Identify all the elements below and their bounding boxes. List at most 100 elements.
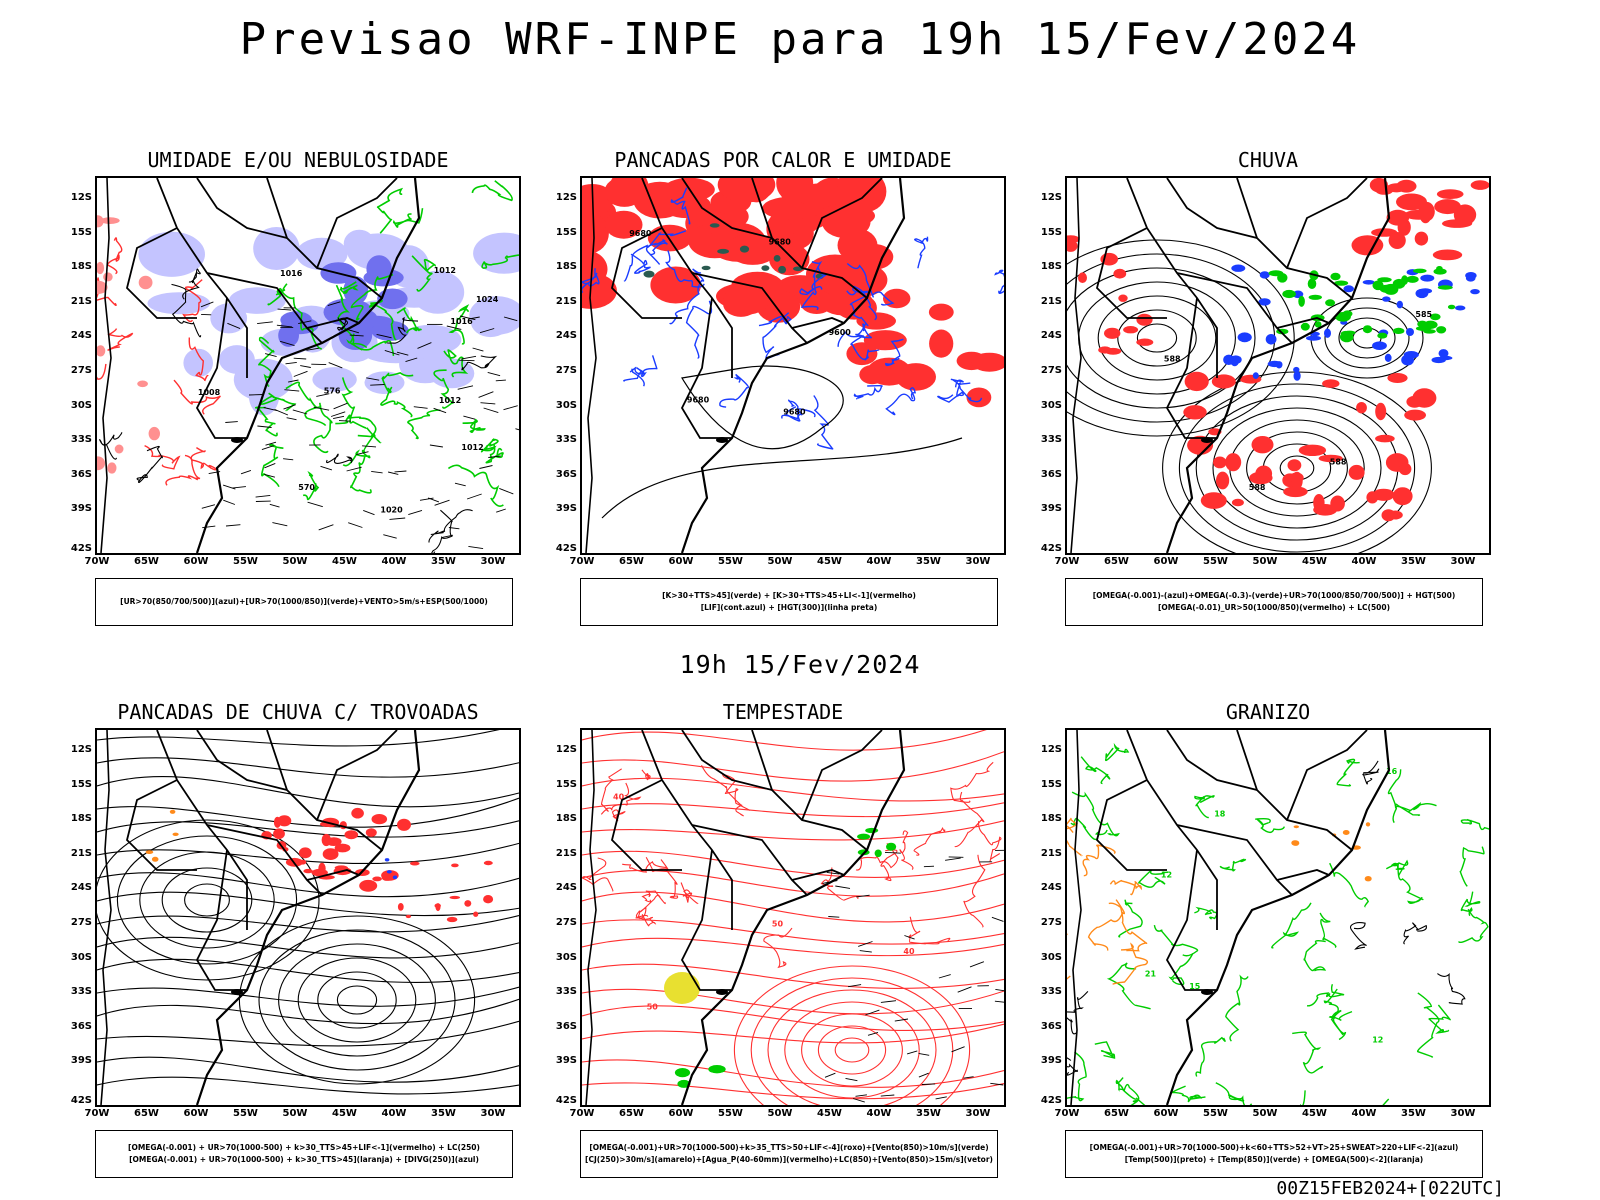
rain-blue-area xyxy=(1384,353,1392,362)
wind-vector xyxy=(855,1094,867,1097)
streamline-850 xyxy=(582,919,1004,945)
lat-tick-label: 27S xyxy=(1040,917,1062,928)
precipitable-water-contour xyxy=(641,890,666,905)
lon-tick-label: 50W xyxy=(282,1108,308,1119)
wind-vector xyxy=(383,534,397,539)
lat-tick-label: 12S xyxy=(70,192,92,203)
state-border xyxy=(791,869,845,881)
lif-contour xyxy=(685,300,713,359)
state-border xyxy=(126,779,197,871)
rain-blue-area xyxy=(1438,355,1453,361)
contour-label: 1016 xyxy=(280,269,303,278)
contour-label: 15 xyxy=(1189,982,1201,991)
map-area: 588 588 585 588 xyxy=(1065,176,1491,555)
temp850-contour xyxy=(1271,902,1312,949)
wind-vector xyxy=(370,384,385,386)
state-border xyxy=(316,178,398,269)
humidity-green-contour xyxy=(302,470,320,501)
temp850-contour xyxy=(1292,1031,1324,1074)
lat-tick-label: 15S xyxy=(70,226,92,238)
humidity-green-contour xyxy=(448,304,470,345)
rain-green-area xyxy=(1325,299,1336,307)
lat-tick-label: 42S xyxy=(555,1095,577,1106)
wind-vector xyxy=(384,349,400,356)
rain-red-area xyxy=(1184,371,1209,392)
rain-blue-area xyxy=(1293,371,1301,381)
rain-blue-area xyxy=(1293,366,1300,373)
pressure-contour xyxy=(386,317,419,344)
map-area xyxy=(95,728,521,1107)
lif-contour xyxy=(669,268,705,325)
wind-vector xyxy=(884,851,901,854)
contour-label: 21 xyxy=(1145,970,1157,979)
thunderstorm-red-area xyxy=(405,914,412,919)
rain-green-area xyxy=(1362,325,1373,334)
lon-tick-label: 35W xyxy=(1401,1108,1426,1119)
humidity-green-contour xyxy=(462,418,486,433)
wind-vector xyxy=(371,470,383,474)
humidity-green-contour xyxy=(411,255,437,292)
thickness-red-area xyxy=(148,426,160,441)
instability-red-area xyxy=(928,303,954,321)
lat-tick-label: 33S xyxy=(70,986,92,998)
rain-green-area xyxy=(1406,275,1419,283)
streamline-vortex-850 xyxy=(767,989,937,1105)
temp850-contour xyxy=(1390,859,1409,877)
wind-vector xyxy=(225,524,241,527)
instability-red-area xyxy=(856,312,896,330)
thunderstorm-red-area xyxy=(326,837,342,846)
lon-tick-label: 50W xyxy=(1252,556,1278,567)
precipitable-water-contour xyxy=(880,849,898,882)
lon-tick-label: 55W xyxy=(1203,1108,1228,1119)
state-border xyxy=(1096,779,1167,871)
thickness-red-area xyxy=(100,217,120,224)
precipitable-water-contour xyxy=(582,857,614,892)
thunderstorm-orange-area xyxy=(169,809,176,814)
pressure-contour xyxy=(431,509,453,553)
rain-blue-area xyxy=(1465,275,1476,282)
instability-green-area xyxy=(709,223,720,228)
coastline xyxy=(1165,178,1391,553)
lat-tick-label: 24S xyxy=(70,882,92,894)
geopotential-contour xyxy=(1078,281,1236,395)
legend-line: [OMEGA(-0.001) + UR>70(1000-500) + k>30_… xyxy=(128,1143,480,1152)
rain-red-area xyxy=(1348,464,1365,480)
coastline-west xyxy=(585,730,597,1105)
wind-vector xyxy=(283,458,294,461)
state-border xyxy=(156,178,248,378)
humidity-green-contour xyxy=(481,254,519,269)
lon-tick-label: 65W xyxy=(619,556,644,567)
lat-tick-label: 24S xyxy=(1040,330,1062,342)
wind-vector xyxy=(286,417,297,421)
thunderstorm-orange-area xyxy=(172,832,179,836)
wind-vector xyxy=(904,935,915,940)
rain-blue-area xyxy=(1382,296,1391,302)
streamline-vortex-850 xyxy=(784,1001,920,1099)
wind-vector xyxy=(272,522,288,527)
contour-label: 9680 xyxy=(783,408,806,417)
streamline-vortex xyxy=(238,915,476,1085)
lon-tick-label: 45W xyxy=(817,1108,842,1119)
temp500-contour xyxy=(1067,1057,1078,1076)
state-border xyxy=(801,178,883,269)
lif-contour xyxy=(885,387,916,416)
rain-red-area xyxy=(1436,189,1464,199)
rain-red-area xyxy=(1136,313,1153,326)
wind-vector xyxy=(413,406,428,409)
lif-contour xyxy=(846,285,878,321)
streamline-vortex xyxy=(184,883,230,917)
omega-orange-area xyxy=(1291,840,1298,846)
rain-red-area xyxy=(1313,504,1338,516)
lon-tick-label: 60W xyxy=(183,1108,209,1119)
lon-tick-label: 35W xyxy=(1401,556,1426,567)
legend-line: [OMEGA(-0.001)+UR>70(1000-500)+k<60+TTS>… xyxy=(1089,1143,1459,1152)
lat-tick-label: 30S xyxy=(1040,399,1062,411)
wind-vector xyxy=(845,1077,858,1082)
rain-blue-area xyxy=(1237,332,1252,343)
rain-green-area xyxy=(1300,322,1310,331)
omega-orange-contour xyxy=(1067,975,1071,980)
lon-tick-label: 60W xyxy=(668,556,694,567)
wind-vector xyxy=(333,415,345,420)
wind-vector xyxy=(327,301,341,307)
rain-red-area xyxy=(1298,444,1327,456)
